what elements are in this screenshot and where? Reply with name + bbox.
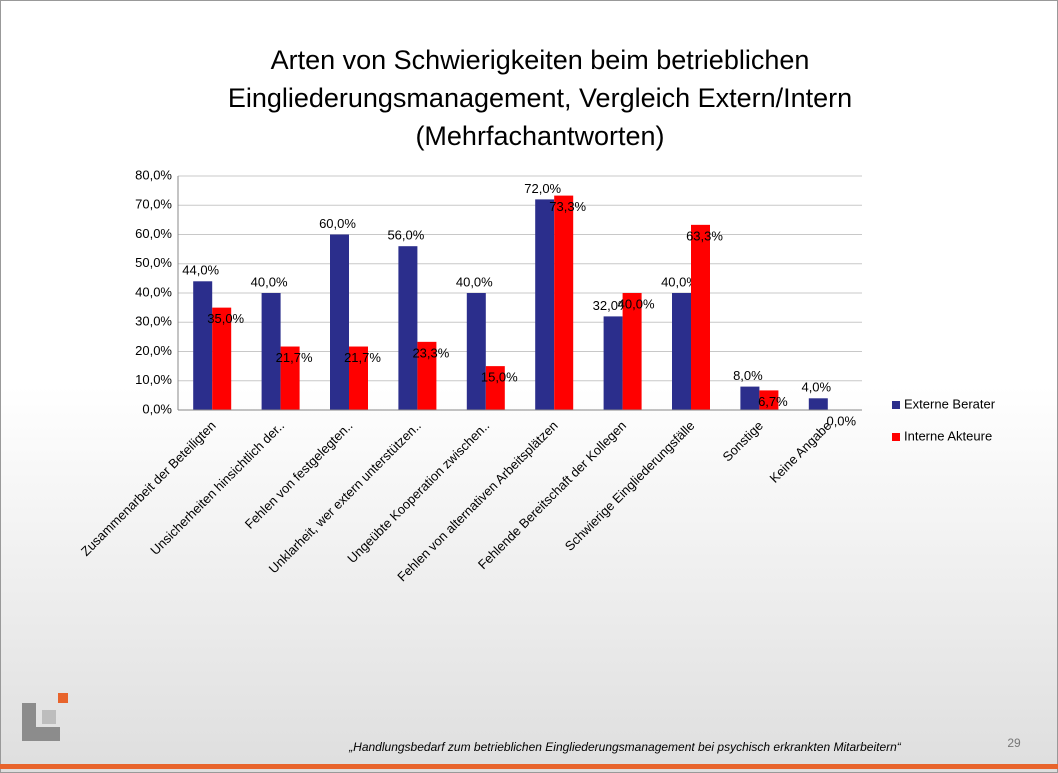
chart-title: Eingliederungsmanagement, Vergleich Exte…	[228, 83, 852, 113]
y-tick-label: 20,0%	[135, 343, 172, 358]
data-label: 40,0%	[456, 274, 493, 289]
bar	[398, 246, 418, 410]
data-label: 40,0%	[618, 296, 655, 311]
data-label: 21,7%	[276, 350, 313, 365]
legend-swatch	[892, 401, 900, 409]
logo	[22, 727, 60, 741]
bar	[349, 346, 368, 410]
bar	[417, 341, 437, 410]
legend-swatch	[892, 433, 900, 441]
bar	[622, 293, 642, 410]
y-tick-label: 70,0%	[135, 197, 172, 212]
footer: „Handlungsbedarf zum betrieblichen Eingl…	[348, 740, 902, 754]
data-label: 21,7%	[344, 350, 381, 365]
data-label: 40,0%	[251, 274, 288, 289]
bar	[554, 195, 574, 410]
data-label: 40,0%	[661, 274, 698, 289]
data-label: 8,0%	[733, 368, 763, 383]
bar	[485, 366, 505, 410]
bar	[691, 224, 710, 410]
bar	[603, 316, 623, 410]
chart-title: (Mehrfachantworten)	[415, 121, 664, 151]
bar	[193, 281, 213, 410]
legend-label: Interne Akteure	[904, 428, 992, 443]
logo	[42, 710, 56, 724]
data-label: 23,3%	[412, 345, 449, 360]
data-label: 73,3%	[549, 199, 586, 214]
bar	[672, 293, 691, 410]
legend-label: Externe Berater	[904, 396, 996, 411]
data-label: 6,7%	[758, 394, 788, 409]
data-label: 63,3%	[686, 228, 723, 243]
data-label: 56,0%	[387, 228, 424, 243]
y-tick-label: 0,0%	[142, 401, 172, 416]
y-tick-label: 10,0%	[135, 372, 172, 387]
data-label: 35,0%	[207, 311, 244, 326]
data-label: 60,0%	[319, 216, 356, 231]
bar	[759, 390, 779, 410]
data-label: 0,0%	[826, 413, 856, 428]
bar	[280, 346, 300, 410]
data-label: 44,0%	[182, 263, 219, 278]
bar	[330, 234, 349, 410]
data-label: 4,0%	[801, 380, 831, 395]
y-tick-label: 80,0%	[135, 167, 172, 182]
data-label: 15,0%	[481, 370, 518, 385]
y-tick-label: 40,0%	[135, 284, 172, 299]
bar	[212, 307, 232, 410]
chart-title: Arten von Schwierigkeiten beim betriebli…	[271, 45, 810, 75]
data-label: 32,0%	[593, 298, 630, 313]
y-tick-label: 50,0%	[135, 255, 172, 270]
bar	[808, 398, 828, 410]
bar	[261, 293, 281, 410]
logo	[58, 693, 68, 703]
data-label: 72,0%	[524, 181, 561, 196]
footer-bar	[0, 764, 1058, 769]
bar	[535, 199, 555, 410]
y-tick-label: 30,0%	[135, 314, 172, 329]
bar	[466, 293, 486, 410]
y-tick-label: 60,0%	[135, 226, 172, 241]
bar	[740, 386, 760, 410]
page-number: 29	[1007, 736, 1021, 750]
